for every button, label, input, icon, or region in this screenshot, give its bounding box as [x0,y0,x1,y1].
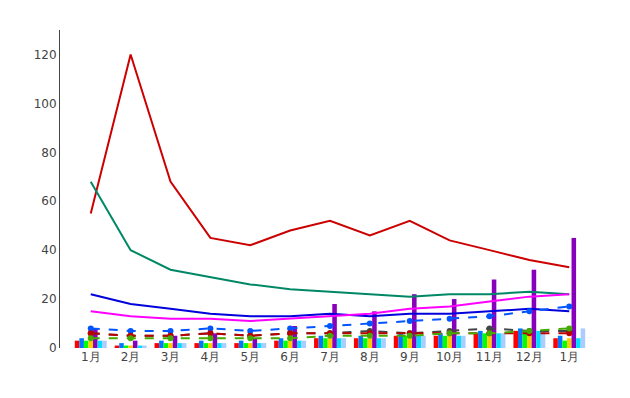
svg-text:120: 120 [34,48,57,62]
svg-text:3月: 3月 [161,350,181,364]
svg-text:11月: 11月 [476,350,503,364]
svg-text:100: 100 [34,97,57,111]
svg-text:12月: 12月 [516,350,543,364]
svg-text:10月: 10月 [436,350,463,364]
svg-text:80: 80 [41,146,56,160]
svg-text:40: 40 [41,243,56,257]
svg-text:1月: 1月 [559,350,579,364]
svg-text:20: 20 [41,292,56,306]
svg-text:4月: 4月 [201,350,221,364]
svg-text:5月: 5月 [240,350,260,364]
svg-text:2月: 2月 [121,350,141,364]
svg-text:8月: 8月 [360,350,380,364]
svg-text:7月: 7月 [320,350,340,364]
svg-text:60: 60 [41,194,56,208]
svg-text:0: 0 [49,341,57,355]
svg-text:9月: 9月 [400,350,420,364]
svg-text:6月: 6月 [280,350,300,364]
svg-text:1月: 1月 [81,350,101,364]
